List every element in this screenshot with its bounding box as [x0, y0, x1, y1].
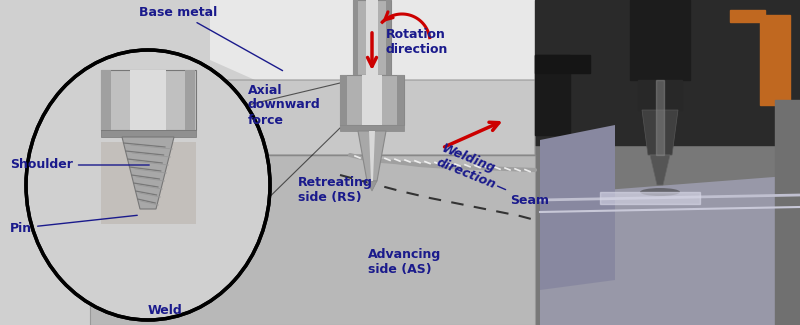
Polygon shape — [369, 131, 375, 181]
Bar — [353, 0, 391, 75]
Polygon shape — [90, 155, 535, 325]
Bar — [630, 0, 690, 80]
Text: Welding
direction: Welding direction — [434, 142, 503, 191]
Text: Advancing
side (AS): Advancing side (AS) — [368, 248, 442, 276]
Ellipse shape — [26, 50, 270, 320]
Bar — [101, 70, 111, 130]
Bar — [386, 0, 391, 75]
Text: Retreating
side (RS): Retreating side (RS) — [298, 176, 373, 204]
Bar — [535, 55, 570, 135]
Bar — [775, 100, 800, 325]
Polygon shape — [367, 181, 377, 191]
Polygon shape — [650, 155, 670, 185]
Bar — [366, 0, 378, 75]
Bar — [353, 0, 358, 75]
Bar — [535, 55, 590, 73]
Polygon shape — [90, 80, 535, 155]
Text: Pin: Pin — [10, 215, 138, 235]
Text: Axial
downward
force: Axial downward force — [248, 84, 321, 126]
Bar — [340, 75, 404, 125]
Polygon shape — [358, 131, 386, 181]
Bar — [730, 10, 765, 22]
Bar — [638, 80, 682, 110]
Bar — [340, 125, 404, 131]
Bar — [340, 75, 347, 125]
Text: Rotation
direction: Rotation direction — [386, 28, 448, 56]
Bar — [101, 70, 196, 130]
Bar — [185, 70, 195, 130]
Bar — [535, 0, 800, 325]
Bar — [397, 75, 404, 125]
Bar — [130, 70, 166, 130]
Bar — [656, 80, 664, 155]
Polygon shape — [210, 0, 535, 135]
Text: Base metal: Base metal — [139, 6, 282, 71]
Bar — [362, 75, 382, 125]
Bar — [600, 192, 700, 204]
Bar — [0, 0, 535, 325]
Polygon shape — [540, 175, 800, 325]
Polygon shape — [642, 110, 678, 155]
Polygon shape — [540, 125, 615, 290]
Text: Seam: Seam — [498, 186, 549, 206]
Text: Shoulder: Shoulder — [10, 159, 150, 172]
Polygon shape — [122, 137, 174, 209]
Bar — [101, 142, 196, 224]
Bar — [535, 0, 800, 145]
Ellipse shape — [640, 188, 680, 196]
Bar — [760, 15, 790, 105]
Bar — [101, 130, 196, 137]
Text: Weld: Weld — [148, 304, 182, 317]
